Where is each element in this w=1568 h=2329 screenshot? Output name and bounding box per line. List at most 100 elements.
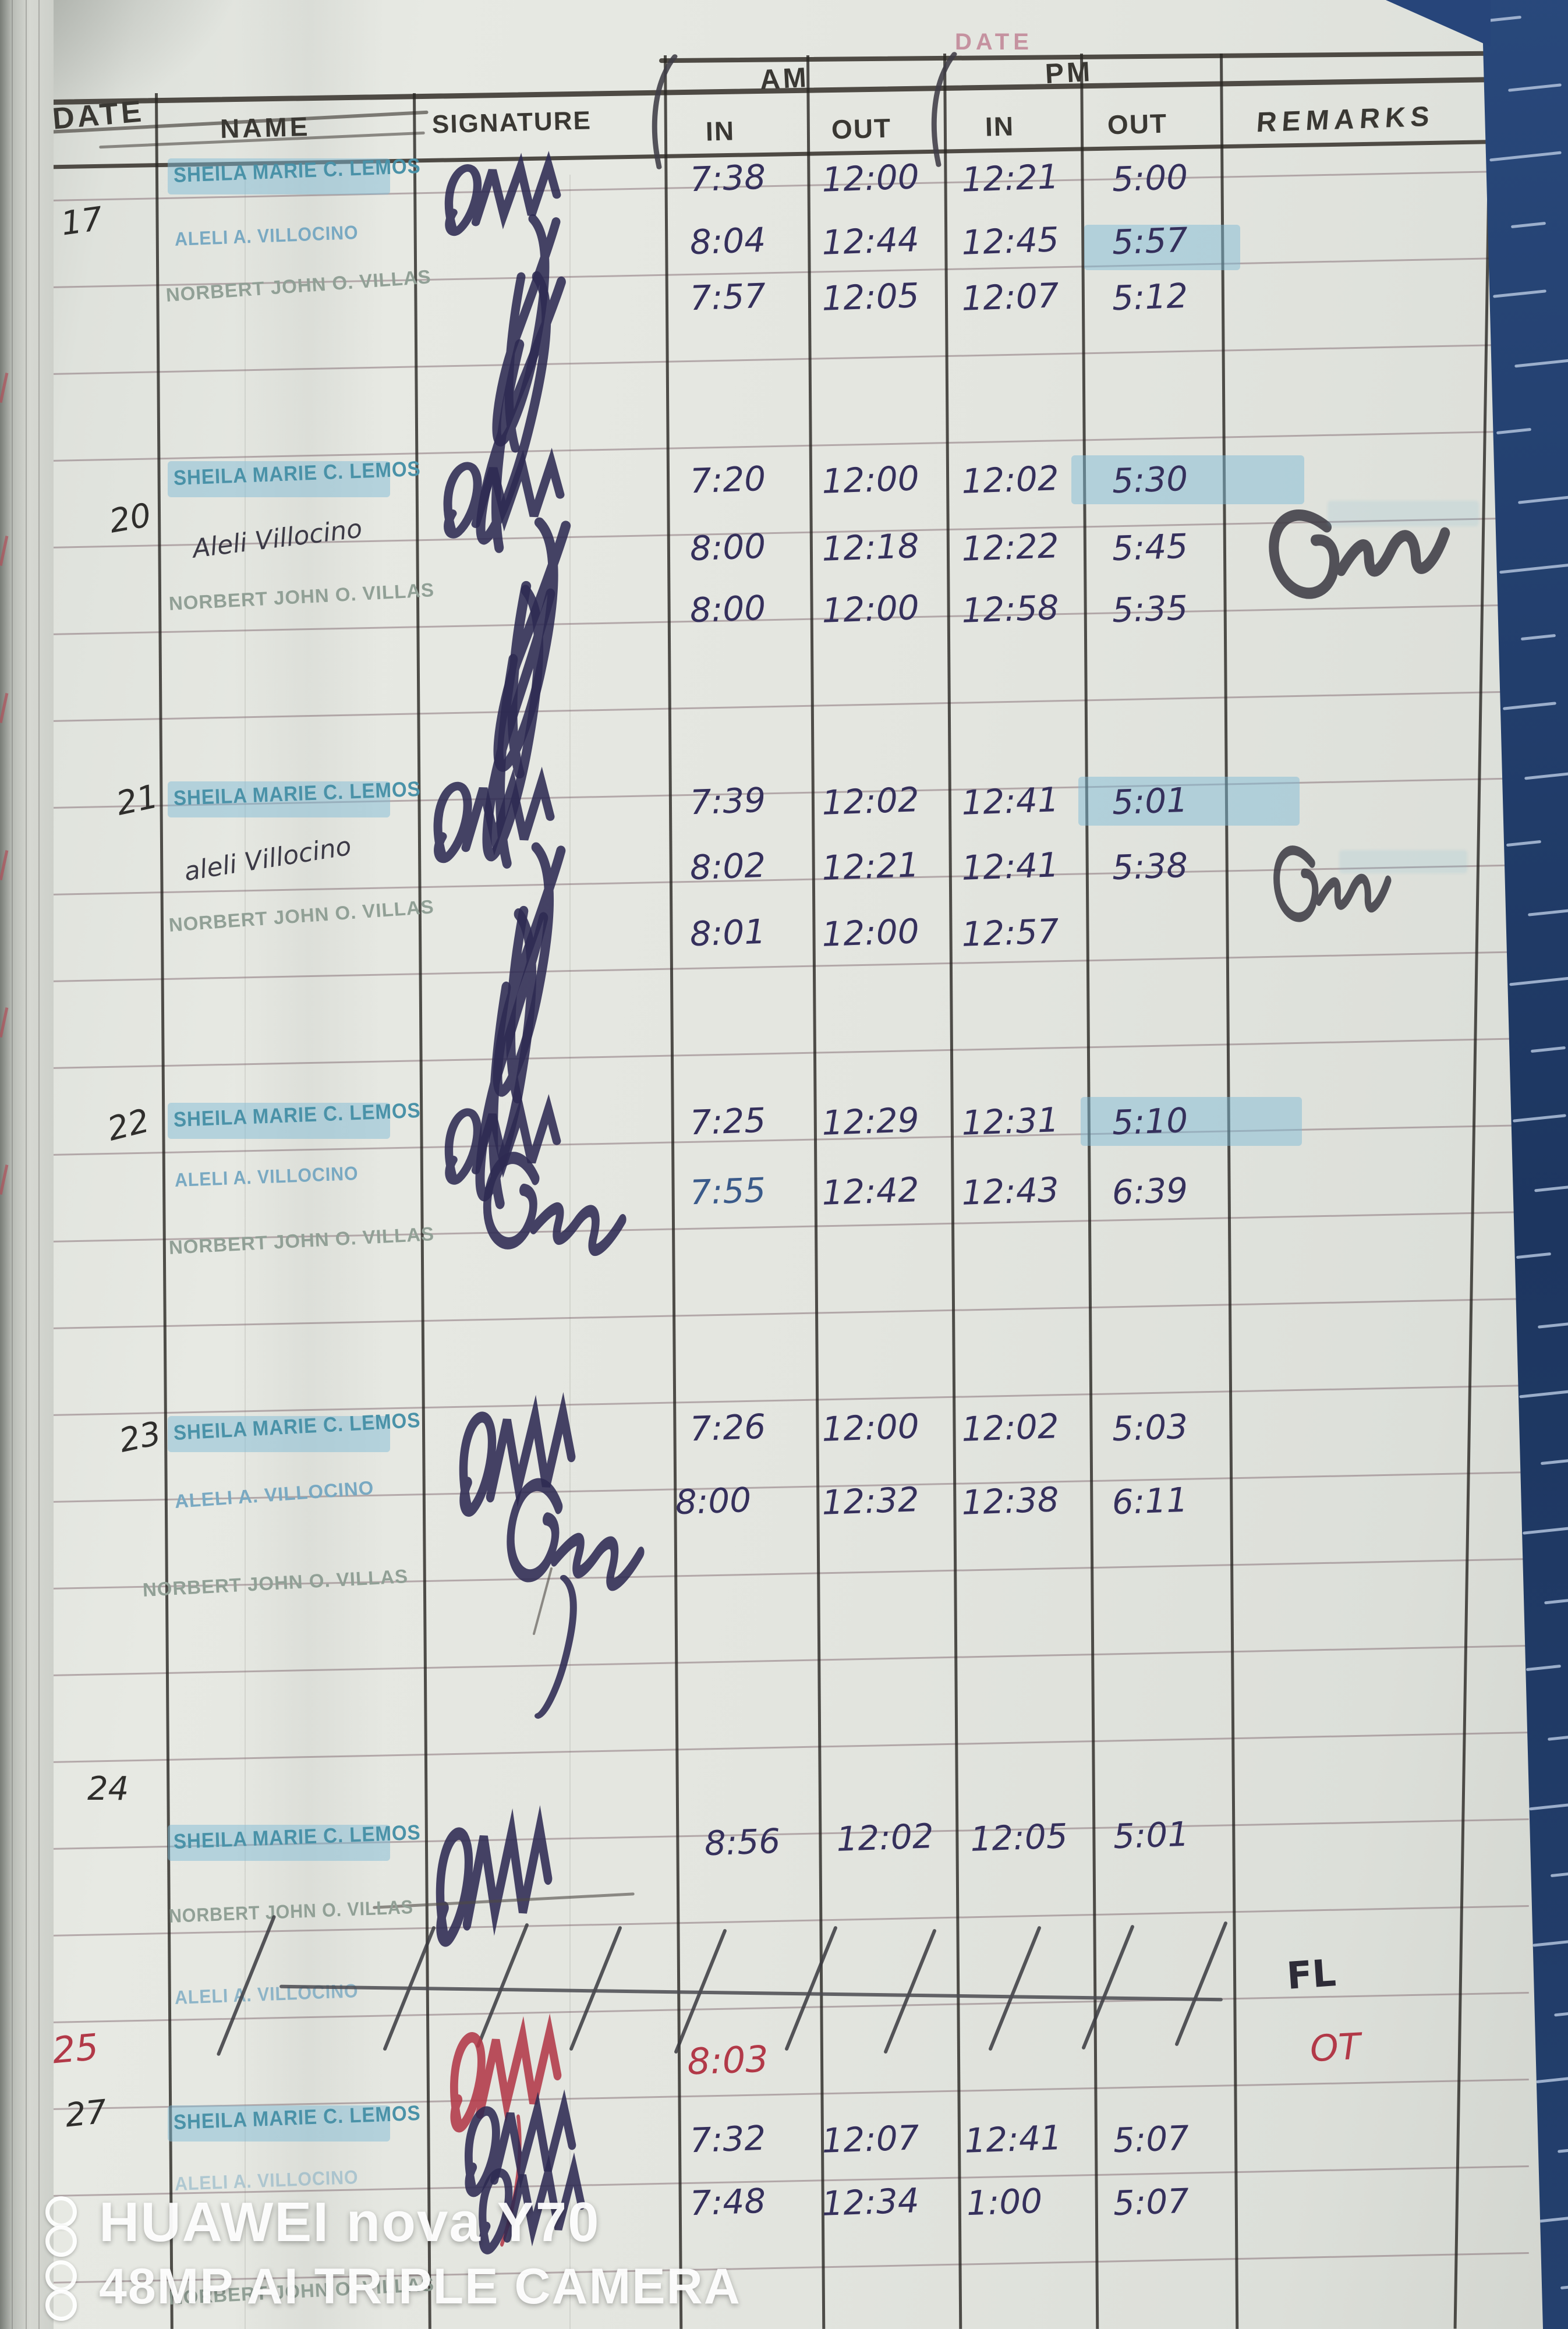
signature-mark	[444, 1093, 561, 1185]
cell-am-out: 12:21	[821, 845, 920, 888]
cell-pm-out: 5:45	[1111, 526, 1189, 569]
stitch-mark	[1506, 840, 1541, 847]
cell-pm-in: 12:07	[961, 275, 1060, 318]
cell-pm-in: 12:57	[961, 911, 1060, 954]
name-highlight	[168, 1416, 390, 1452]
name-highlight	[168, 461, 390, 497]
column-line-date-name	[155, 93, 174, 2329]
stitch-mark	[1521, 633, 1556, 641]
cell-pm-out: 5:12	[1111, 275, 1189, 318]
cell-am-out: 12:34	[821, 2181, 920, 2224]
cell-am-out: 12:02	[821, 780, 920, 823]
cell-am-out: 12:18	[821, 526, 920, 569]
cell-pm-out: 5:03	[1111, 1406, 1189, 1449]
cell-am-in: 8:00	[689, 526, 767, 569]
cell-pm-in: 12:22	[961, 526, 1060, 569]
paper-crease-shadow	[233, 0, 384, 2329]
cell-am-in: 8:04	[689, 220, 767, 263]
cell-am-in: 7:55	[689, 1170, 767, 1213]
margin-red-tick	[0, 536, 9, 566]
cell-am-out: 12:32	[821, 1479, 920, 1523]
stitch-mark	[1532, 1938, 1568, 1947]
cell-am-out: 12:07	[821, 2118, 920, 2161]
cell-am-out: 12:00	[821, 1406, 920, 1449]
stitch-mark	[1547, 1732, 1568, 1741]
remarks-column-header: REMARKS	[1255, 101, 1436, 139]
cell-pm-in: 12:41	[964, 2118, 1063, 2161]
cell-am-out: 12:29	[821, 1100, 920, 1143]
name-highlight	[168, 781, 390, 817]
cell-am-in: 7:20	[689, 458, 767, 501]
time-highlight	[1078, 777, 1300, 826]
cell-am-in: 7:32	[689, 2118, 767, 2161]
cell-am-out: 12:00	[821, 458, 920, 501]
stitch-mark	[1553, 2006, 1568, 2017]
name-column-header: NAME	[220, 111, 312, 144]
cell-pm-out: 6:11	[1111, 1479, 1189, 1523]
am-out-column-header: OUT	[831, 112, 892, 145]
table-right-border	[1453, 51, 1492, 2329]
signature-mark	[443, 447, 565, 539]
date-number: 23	[116, 1414, 165, 1460]
pm-group-label: PM	[1044, 56, 1094, 90]
cell-am-in: 7:48	[689, 2181, 767, 2224]
stitch-mark	[1524, 769, 1568, 780]
signature-mark	[449, 2013, 562, 2133]
stitch-mark	[1537, 1320, 1568, 1329]
stitch-mark	[1541, 1458, 1568, 1466]
cell-pm-in: 12:02	[961, 1406, 1060, 1449]
cell-pm-out: 5:38	[1111, 845, 1189, 888]
date-number: 25	[50, 2025, 100, 2072]
date-number: 20	[106, 496, 154, 541]
stitch-mark	[1507, 83, 1562, 92]
signature-mark	[436, 1805, 553, 1947]
highlight-ghost	[1328, 501, 1479, 526]
signature-mark	[459, 1392, 576, 1517]
cell-am-out: 12:00	[821, 587, 920, 631]
stitch-mark	[1499, 563, 1568, 574]
watermark-rings-icon	[45, 2260, 77, 2292]
stitch-mark	[1557, 2144, 1568, 2153]
crossout-stroke	[1174, 1921, 1228, 2047]
date-number: 17	[58, 200, 105, 243]
stitch-mark	[1503, 702, 1557, 710]
cell-pm-out: 5:01	[1111, 780, 1189, 823]
remark-text: FL	[1285, 1952, 1337, 1998]
cell-am-out: 12:00	[821, 157, 920, 200]
time-highlight	[1084, 225, 1240, 270]
page-edge-stack	[0, 0, 54, 2329]
margin-red-tick	[0, 693, 9, 723]
pm-in-column-header: IN	[985, 111, 1015, 142]
stitch-mark	[1511, 221, 1546, 229]
column-line-name-signature	[413, 93, 431, 2329]
stitch-mark	[1489, 151, 1562, 162]
cell-pm-out: 5:07	[1112, 2181, 1190, 2224]
cell-pm-out: 5:57	[1111, 220, 1189, 263]
name-highlight	[168, 1103, 390, 1139]
cell-am-out: 12:05	[821, 275, 920, 318]
watermark-rings-icon	[45, 2225, 77, 2257]
stitch-mark	[1519, 1388, 1568, 1399]
cell-pm-in: 12:41	[961, 780, 1060, 823]
cell-am-out: 12:00	[821, 911, 920, 954]
watermark-rings-icon	[45, 2196, 77, 2228]
faint-printed-line	[245, 175, 246, 2329]
remark-text: OT	[1309, 2024, 1362, 2070]
name-highlight	[168, 158, 390, 194]
cell-pm-in: 12:38	[961, 1479, 1060, 1523]
stitch-mark	[1509, 975, 1568, 986]
signature-mark	[507, 1478, 645, 1591]
cell-am-in: 8:03	[686, 2037, 769, 2083]
cell-am-in: 8:02	[689, 845, 767, 888]
date-number: 24	[87, 1770, 129, 1808]
cell-pm-out: 5:07	[1112, 2118, 1190, 2161]
crossout-stroke	[784, 1926, 838, 2051]
stitch-mark	[1513, 1114, 1567, 1123]
am-group-label: AM	[759, 62, 810, 96]
cell-am-in: 8:00	[674, 1479, 752, 1523]
time-highlight	[1071, 455, 1304, 504]
stitch-mark	[1523, 1526, 1568, 1535]
cell-pm-in: 12:21	[961, 157, 1060, 200]
